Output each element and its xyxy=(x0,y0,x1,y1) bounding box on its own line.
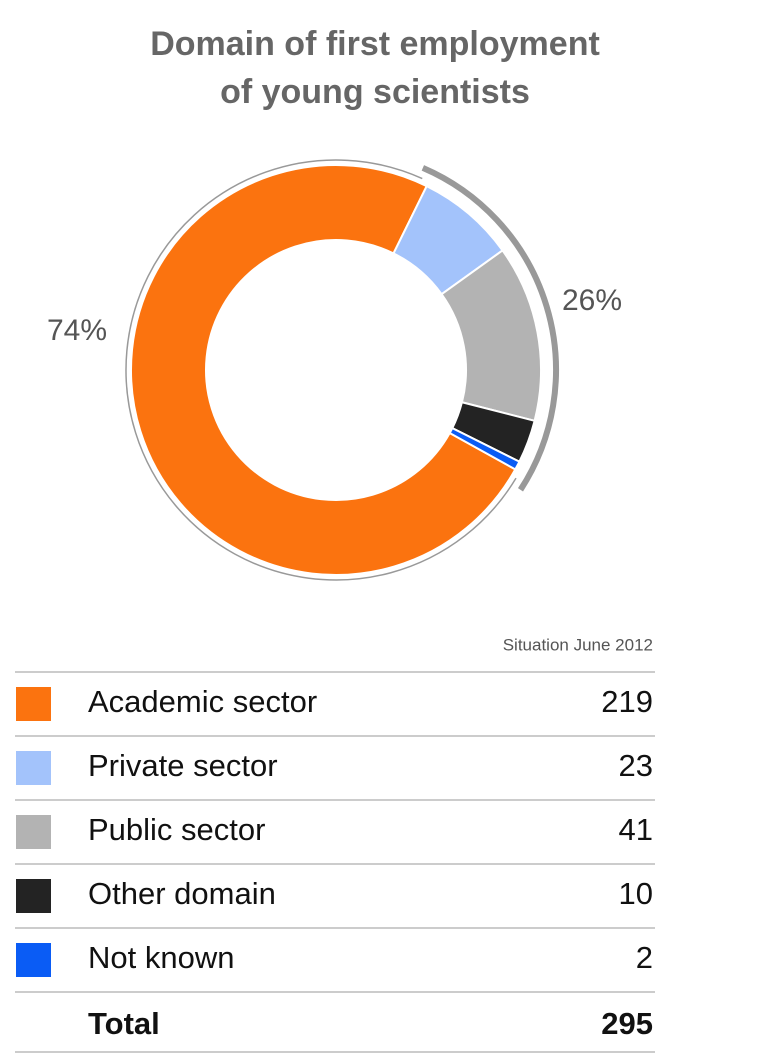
row-value: 23 xyxy=(619,748,653,783)
group-label: 74% xyxy=(47,314,107,347)
legend-label: Other domain xyxy=(88,876,276,911)
total-label: Total xyxy=(88,1006,160,1041)
group-arc xyxy=(125,159,517,581)
note: Situation June 2012 xyxy=(503,635,653,654)
legend-swatch xyxy=(16,943,51,977)
slice xyxy=(130,164,517,576)
legend-swatch xyxy=(16,751,51,785)
group-label: 26% xyxy=(562,284,622,317)
slice xyxy=(448,426,521,471)
legend-label: Public sector xyxy=(88,812,265,847)
row-value: 41 xyxy=(619,812,653,847)
row-value: 2 xyxy=(636,940,653,975)
legend-label: Academic sector xyxy=(88,684,317,719)
chart-title: Domain of first employment of young scien… xyxy=(150,25,600,111)
legend-label: Private sector xyxy=(88,748,278,783)
legend-swatch xyxy=(16,879,51,913)
row-value: 10 xyxy=(619,876,653,911)
legend-swatch xyxy=(16,815,51,849)
legend-swatch xyxy=(16,687,51,721)
row-value: 219 xyxy=(601,684,653,719)
legend-label: Not known xyxy=(88,940,234,975)
total-value: 295 xyxy=(601,1006,653,1041)
group-arc xyxy=(421,165,559,492)
